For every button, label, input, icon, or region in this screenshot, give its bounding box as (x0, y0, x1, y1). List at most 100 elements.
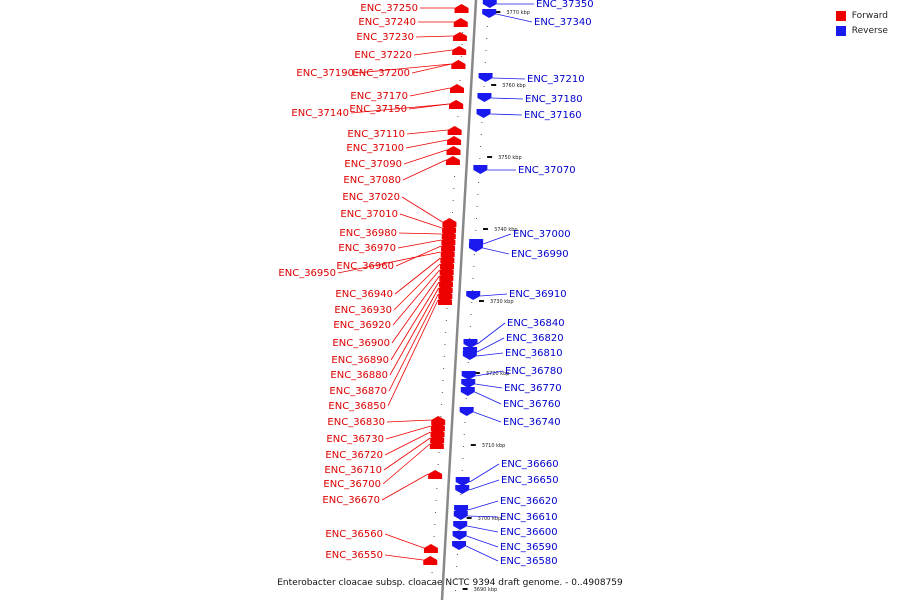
forward-gene-arrow (430, 434, 445, 443)
forward-gene-leader (337, 251, 441, 274)
reverse-gene-label: ENC_36840 (507, 318, 565, 329)
forward-gene-leader (388, 293, 439, 392)
forward-gene-arrow (429, 440, 444, 449)
scale-tick-label: 3690 kbp (474, 587, 498, 593)
forward-gene-leader (389, 287, 440, 376)
legend: Forward Reverse (835, 8, 888, 38)
forward-gene-label: ENC_36930 (334, 305, 392, 316)
reverse-gene-leader (496, 13, 533, 23)
reverse-gene-label: ENC_36770 (504, 383, 562, 394)
scale-tick-label: 3700 kbp (478, 516, 502, 522)
forward-gene-arrow (440, 248, 455, 257)
forward-gene-arrow (439, 266, 454, 275)
reverse-gene-label: ENC_37000 (513, 229, 571, 240)
forward-gene-label: ENC_37100 (346, 143, 404, 154)
forward-gene-label: ENC_36890 (331, 355, 389, 366)
forward-gene-label: ENC_36830 (327, 417, 385, 428)
forward-gene-label: ENC_36940 (335, 289, 393, 300)
forward-gene-label: ENC_36670 (322, 495, 380, 506)
forward-gene-arrow (451, 60, 466, 69)
reverse-gene-arrow (460, 387, 475, 396)
forward-gene-leader (401, 196, 443, 223)
track-dot (477, 194, 479, 195)
forward-gene-label: ENC_36880 (330, 370, 388, 381)
forward-gene-leader (394, 257, 441, 295)
forward-gene-arrow (453, 18, 468, 27)
reverse-gene-label: ENC_36910 (509, 289, 567, 300)
reverse-gene-leader (475, 370, 504, 377)
reverse-gene-leader (490, 113, 523, 116)
forward-gene-arrow (447, 136, 462, 145)
track-dot (437, 464, 439, 465)
forward-gene-arrow (438, 296, 452, 305)
forward-gene-leader (390, 281, 440, 361)
forward-gene-arrow (440, 254, 455, 263)
track-dot (465, 398, 467, 399)
track-dot (483, 86, 485, 87)
reverse-gene-label: ENC_36660 (501, 459, 559, 470)
forward-gene-leader (411, 63, 452, 74)
forward-gene-label: ENC_36980 (339, 228, 397, 239)
track-dot (457, 116, 459, 117)
forward-gene-label: ENC_37230 (356, 32, 414, 43)
forward-gene-arrow (439, 272, 454, 281)
forward-gene-arrow (450, 84, 465, 93)
track-dot (471, 290, 473, 291)
scale-tick-label: 3730 kbp (490, 299, 514, 305)
track-dot (430, 584, 432, 585)
track-dot (440, 416, 442, 417)
reverse-gene-leader (491, 97, 524, 100)
reverse-gene-arrow (461, 379, 476, 388)
reverse-gene-label: ENC_36990 (511, 249, 569, 260)
track-dot (436, 488, 438, 489)
forward-gene-label: ENC_36970 (338, 243, 396, 254)
reverse-gene-label: ENC_37180 (525, 94, 583, 105)
forward-gene-leader (386, 419, 432, 423)
reverse-gene-arrow (453, 511, 468, 520)
track-dot (472, 278, 474, 279)
forward-gene-arrow (438, 284, 453, 293)
reverse-gene-label: ENC_37210 (527, 74, 585, 85)
track-dot (473, 266, 475, 267)
reverse-gene-arrow (468, 243, 483, 252)
legend-forward: Forward (835, 8, 888, 23)
forward-gene-label: ENC_37240 (358, 17, 416, 28)
scale-tick-label: 3760 kbp (502, 83, 526, 89)
track-dot (475, 230, 477, 231)
scale-tick-label: 3720 kbp (486, 371, 510, 377)
forward-gene-leader (402, 159, 447, 181)
track-dot (475, 218, 477, 219)
forward-gene-leader (409, 87, 451, 97)
track-dot (454, 176, 456, 177)
track-dot (469, 338, 471, 339)
scale-tick-label: 3710 kbp (482, 443, 506, 449)
reverse-gene-arrow (477, 93, 492, 102)
track-dot (460, 494, 462, 495)
forward-gene-label: ENC_36920 (333, 320, 391, 331)
forward-gene-leader (384, 533, 425, 549)
track-dot (463, 434, 465, 435)
forward-gene-label: ENC_37090 (344, 159, 402, 170)
forward-gene-label: ENC_36550 (325, 550, 383, 561)
forward-gene-label: ENC_37220 (354, 50, 412, 61)
genome-backbone (440, 0, 478, 600)
reverse-gene-leader (483, 233, 512, 245)
forward-gene-leader (413, 49, 453, 56)
track-dot (478, 182, 480, 183)
track-dot (471, 302, 473, 303)
reverse-gene-arrow (462, 351, 477, 360)
track-dot (455, 578, 457, 579)
reverse-gene-arrow (466, 291, 481, 300)
forward-gene-leader (405, 139, 448, 149)
forward-gene-arrow (442, 224, 457, 233)
forward-gene-leader (383, 437, 431, 471)
track-dot (484, 62, 486, 63)
reverse-gene-leader (466, 535, 499, 548)
reverse-gene-leader (467, 525, 499, 533)
track-dot (438, 452, 440, 453)
forward-gene-label: ENC_37200 (352, 68, 410, 79)
track-dot (463, 446, 465, 447)
track-dot (441, 392, 443, 393)
forward-gene-label: ENC_36960 (336, 261, 394, 272)
forward-gene-label: ENC_37010 (340, 209, 398, 220)
